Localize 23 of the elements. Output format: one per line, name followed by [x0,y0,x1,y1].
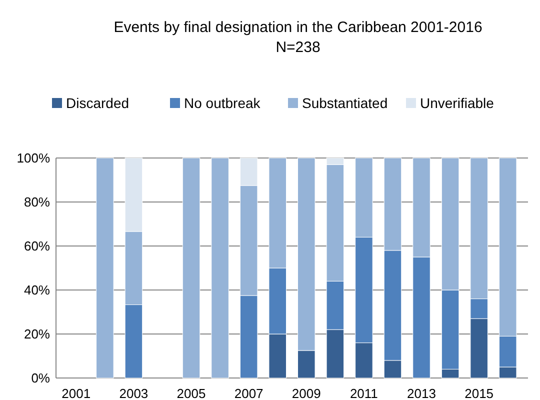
y-tick-label: 100% [16,150,50,166]
legend-label: No outbreak [184,95,262,111]
x-tick-label: 2005 [176,386,206,400]
y-tick-label: 40% [24,282,50,298]
legend-label: Discarded [66,95,130,111]
x-tick-label: 2003 [119,386,148,400]
bar [96,158,114,378]
x-tick-label: 2001 [62,386,91,400]
legend-label: Substantiated [302,95,388,111]
y-tick-label: 20% [24,326,50,342]
x-tick-label: 2013 [407,386,436,400]
bar [182,158,200,378]
y-tick-label: 0% [31,370,50,386]
x-tick-label: 2015 [464,386,494,400]
y-tick-label: 60% [24,238,50,254]
chart-subtitle: N=238 [276,39,320,56]
x-tick-label: 2009 [292,386,321,400]
y-tick-label: 80% [24,194,50,210]
bar [211,158,229,378]
chart-title: Events by final designation in the Caribbean 2001-2016 [114,19,482,36]
x-tick-label: 2007 [234,386,264,400]
x-tick-label: 2011 [350,386,378,400]
legend-label: Unverifiable [420,95,494,111]
